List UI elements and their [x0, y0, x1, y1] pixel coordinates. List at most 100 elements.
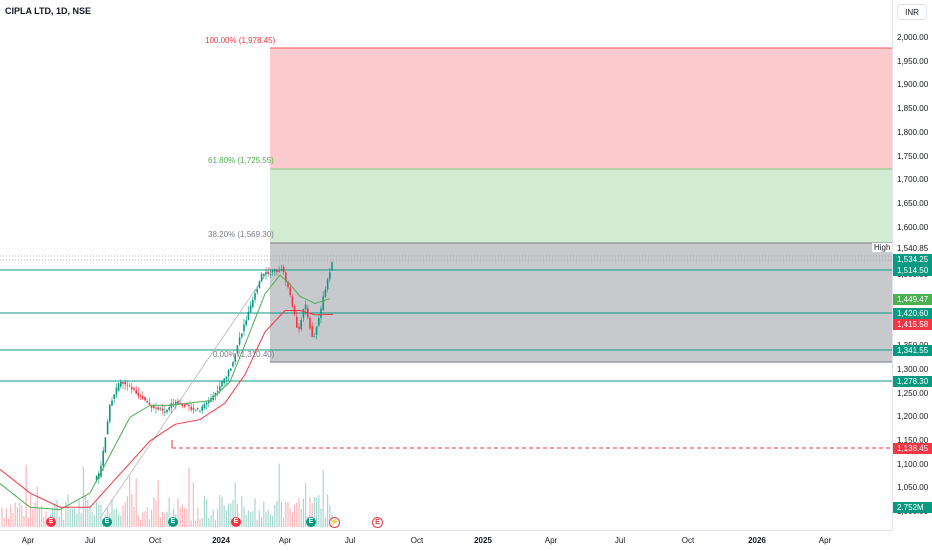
candle-body	[236, 345, 239, 354]
candle-body	[203, 404, 206, 409]
candle-body	[315, 326, 318, 335]
volume-bar	[296, 502, 298, 527]
candle-body	[128, 385, 131, 387]
candle-body	[241, 333, 243, 338]
price-chart[interactable]	[0, 0, 892, 530]
volume-bar	[65, 501, 67, 527]
volume-bar	[177, 498, 179, 527]
candle-body	[175, 401, 177, 404]
price-tick: 1,200.00	[897, 412, 929, 422]
price-tick: 2,000.00	[897, 33, 929, 42]
price-tick: 1,700.00	[897, 175, 929, 185]
fib-zone-red	[270, 48, 892, 169]
candle-body	[243, 324, 245, 332]
volume-bar	[126, 496, 128, 527]
candle-body	[247, 311, 250, 321]
volume-bar	[113, 509, 115, 527]
candle-body	[188, 404, 190, 407]
earnings-marker[interactable]: E	[168, 517, 178, 527]
time-tick: Apr	[544, 536, 558, 545]
volume-bar	[137, 515, 139, 527]
price-tag: 1,540.85	[893, 243, 932, 254]
earnings-marker[interactable]: E	[102, 517, 112, 527]
price-tick: 1,150.00	[897, 435, 929, 445]
candle-body	[225, 376, 228, 379]
candle-body	[192, 407, 195, 410]
candle-body	[254, 293, 256, 300]
candle-body	[331, 262, 333, 270]
volume-bar	[120, 515, 122, 527]
time-tick: Oct	[410, 536, 424, 545]
candle-body	[155, 407, 157, 409]
volume-bar	[124, 502, 126, 527]
candle-body	[186, 403, 188, 405]
volume-bar	[228, 503, 230, 527]
candle-body	[304, 304, 307, 310]
volume-bar	[311, 503, 313, 527]
volume-bar	[256, 519, 258, 527]
time-tick: 2026	[748, 536, 766, 545]
volume-bar	[60, 508, 62, 527]
volume-bar	[243, 506, 245, 527]
event-marker-icon[interactable]: ⚡	[329, 517, 340, 528]
fib-label-100: 100.00% (1,978.45)	[205, 36, 276, 45]
candle-body	[232, 361, 234, 367]
currency-button[interactable]: INR	[897, 4, 927, 20]
candle-body	[267, 272, 269, 274]
candle-body	[311, 326, 313, 337]
candle-body	[183, 403, 186, 407]
volume-bar	[320, 508, 322, 527]
volume-bar	[144, 511, 146, 527]
candle-body	[291, 296, 294, 307]
candle-body	[115, 387, 118, 395]
volume-bar	[302, 498, 304, 527]
candle-body	[258, 281, 261, 288]
volume-bar	[267, 509, 269, 527]
volume-bar	[148, 519, 150, 527]
candle-body	[285, 272, 287, 282]
volume-bar	[225, 510, 227, 527]
time-tick: 2024	[212, 536, 230, 545]
candle-body	[320, 308, 322, 318]
earnings-marker[interactable]: E	[231, 517, 241, 527]
time-axis[interactable]: Apr Jul Oct 2024 Apr Jul Oct 2025 Apr Jul Oct 2026 A…	[0, 530, 892, 551]
candle-body	[313, 335, 316, 337]
candle-body	[95, 475, 98, 481]
volume-bar	[91, 511, 93, 527]
candle-body	[197, 407, 199, 409]
price-tick: 1,250.00	[897, 388, 929, 398]
volume-bar	[168, 497, 170, 527]
volume-bar	[324, 517, 326, 527]
volume-bar	[283, 517, 285, 527]
time-tick: Jul	[344, 536, 356, 545]
chart-area[interactable]: CIPLA LTD, 1D, NSE 100.00% (1,978.45) 61…	[0, 0, 892, 530]
fib-label-618: 61.80% (1,725.55)	[208, 156, 274, 165]
volume-bar	[153, 497, 155, 527]
volume-bar	[5, 508, 7, 527]
candle-body	[269, 274, 272, 275]
volume-bar	[80, 513, 82, 527]
volume-bar	[291, 512, 293, 527]
volume-bar	[96, 501, 98, 527]
candle-body	[166, 409, 168, 413]
volume-bar	[181, 504, 183, 527]
high-label: High	[872, 243, 892, 252]
earnings-marker[interactable]: E	[306, 517, 316, 527]
price-tick: 1,800.00	[897, 127, 929, 137]
candle-body	[216, 390, 219, 392]
price-tick: 1,100.00	[897, 459, 929, 469]
volume-bar	[232, 500, 234, 527]
candle-body	[282, 267, 285, 272]
earnings-upcoming-marker[interactable]: E	[372, 517, 383, 528]
price-axis[interactable]: 2,000.00 1,950.00 1,900.00 1,850.00 1,800.00…	[892, 0, 932, 530]
volume-bar	[261, 516, 263, 527]
volume-bar	[265, 511, 267, 527]
earnings-marker[interactable]: E	[46, 517, 56, 527]
volume-bar	[309, 496, 311, 527]
price-tag: 1,415.58	[893, 319, 932, 330]
candle-body	[238, 337, 241, 345]
volume-bar	[122, 505, 124, 527]
candle-body	[278, 270, 280, 272]
time-tick: Apr	[21, 536, 35, 545]
volume-bar	[107, 505, 109, 527]
